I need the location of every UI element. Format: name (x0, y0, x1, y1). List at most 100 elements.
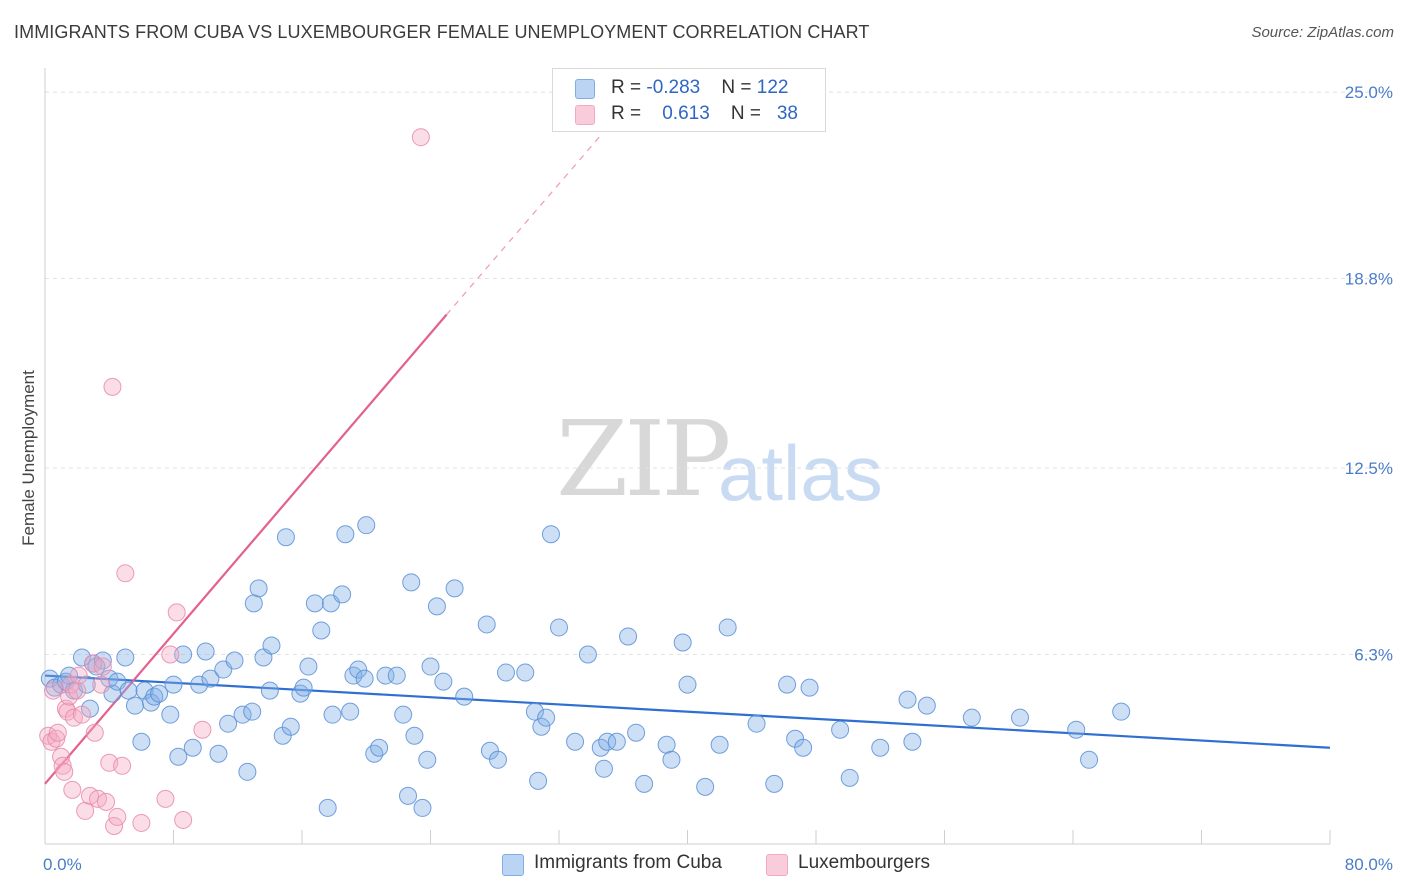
data-point (201, 669, 220, 688)
data-point (673, 633, 692, 652)
data-point (238, 762, 257, 781)
data-point (402, 573, 421, 592)
data-point (93, 651, 112, 670)
data-point (164, 675, 183, 694)
data-point (349, 660, 368, 679)
data-point (119, 681, 138, 700)
data-point (394, 705, 413, 724)
trend-line-extension (446, 136, 600, 316)
data-point (93, 657, 112, 676)
data-point (405, 726, 424, 745)
trend-line-cuba (44, 674, 1331, 749)
y-axis-label: Female Unemployment (19, 370, 38, 546)
data-point (488, 750, 507, 769)
y-tick-label: 6.3% (1354, 646, 1393, 665)
data-point (47, 729, 66, 748)
data-point (598, 732, 617, 751)
watermark-zip: ZIP (556, 398, 731, 520)
data-point (193, 720, 212, 739)
data-point (344, 666, 363, 685)
data-point (97, 792, 116, 811)
legend-n-label: N = (730, 103, 767, 124)
data-point (657, 735, 676, 754)
data-point (244, 594, 263, 613)
data-point (696, 777, 715, 796)
data-point (72, 705, 91, 724)
bottom-legend-swatch-luxembourgers (766, 854, 788, 876)
y-tick-label: 12.5% (1345, 459, 1393, 478)
data-point (145, 687, 164, 706)
data-point (68, 681, 87, 700)
data-point (1112, 702, 1131, 721)
data-point (594, 759, 613, 778)
data-point (63, 780, 82, 799)
data-point (333, 585, 352, 604)
data-point (678, 675, 697, 694)
data-point (516, 663, 535, 682)
bottom-legend-label-cuba: Immigrants from Cuba (534, 852, 722, 873)
data-point (132, 732, 151, 751)
data-point (52, 747, 71, 766)
data-point (607, 732, 626, 751)
bottom-legend-label-luxembourgers: Luxembourgers (798, 852, 931, 873)
legend-n-value: 122 (756, 77, 789, 98)
legend-swatch-cuba (575, 79, 595, 99)
legend-n-value: 38 (776, 103, 798, 124)
stats-legend: R = -0.283 N = 122 R = 0.613 N = 38 (552, 68, 826, 132)
data-point (276, 528, 295, 547)
data-point (550, 618, 568, 637)
data-point (445, 579, 464, 598)
data-point (496, 663, 515, 682)
data-point (48, 723, 67, 742)
data-point (566, 732, 585, 751)
data-point (281, 717, 300, 736)
data-point (299, 657, 318, 676)
data-point (1067, 720, 1086, 739)
data-point (312, 621, 331, 640)
data-point (108, 807, 127, 826)
data-point (718, 618, 737, 637)
data-point (92, 675, 111, 694)
data-point (305, 594, 324, 613)
data-point (125, 696, 144, 715)
legend-swatch-luxembourgers (575, 105, 595, 125)
data-point (76, 801, 95, 820)
x-tick-label: 80.0% (1345, 855, 1393, 874)
data-point (903, 732, 922, 751)
data-point (355, 669, 374, 688)
series-luxembourgers (39, 128, 430, 835)
data-point (525, 702, 544, 721)
data-point (365, 744, 384, 763)
legend-r-label: R = (611, 77, 647, 98)
grid-lines (45, 91, 1370, 656)
source-credit: Source: ZipAtlas.com (1251, 24, 1394, 41)
data-point (871, 738, 890, 757)
trend-line-luxembourgers (44, 313, 448, 785)
legend-r-value: 0.613 (662, 103, 710, 124)
data-point (917, 696, 936, 715)
y-tick-label: 25.0% (1345, 83, 1393, 102)
data-point (399, 786, 418, 805)
series-cuba (40, 516, 1131, 817)
data-point (318, 798, 337, 817)
data-point (387, 666, 406, 685)
data-point (765, 774, 784, 793)
data-point (169, 747, 188, 766)
data-point (898, 690, 917, 709)
data-point (150, 684, 169, 703)
data-point (411, 128, 430, 147)
data-point (243, 702, 262, 721)
data-point (116, 648, 135, 667)
data-point (167, 603, 186, 622)
data-point (103, 377, 122, 396)
data-point (840, 768, 859, 787)
data-point (336, 525, 355, 544)
data-point (161, 645, 180, 664)
data-point (434, 672, 453, 691)
y-tick-label: 18.8% (1345, 270, 1393, 289)
watermark-atlas: atlas (718, 429, 883, 517)
legend-r-value: -0.283 (646, 77, 701, 98)
tick-labels: 6.3% 12.5% 18.8% 25.0% 0.0% 80.0% (43, 83, 1393, 874)
data-point (260, 681, 279, 700)
